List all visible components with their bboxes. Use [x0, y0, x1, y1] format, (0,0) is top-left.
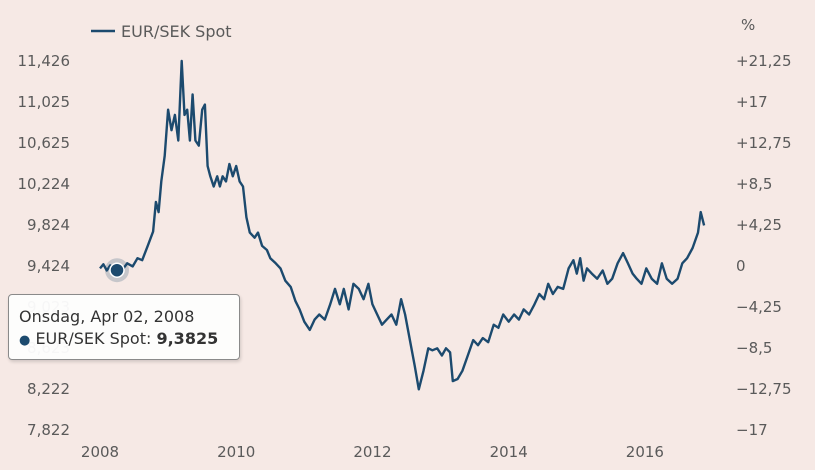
x-tick-label: 2010	[217, 443, 255, 461]
x-tick-label: 2012	[353, 443, 391, 461]
y-right-tick-label: 0	[736, 257, 746, 275]
y-right-tick-label: +12,75	[736, 134, 792, 152]
y-right-tick-label: +17	[736, 93, 768, 111]
y-left-tick-label: 7,822	[27, 421, 70, 439]
y-left-tick-label: 8,222	[27, 380, 70, 398]
x-tick-label: 2016	[626, 443, 664, 461]
y-right-tick-label: +4,25	[736, 216, 782, 234]
hover-marker[interactable]	[109, 262, 125, 278]
y-right-tick-label: −12,75	[736, 380, 792, 398]
y-left-tick-label: 9,424	[27, 257, 70, 275]
y-left-tick-label: 10,224	[18, 175, 71, 193]
y-right-tick-label: +8,5	[736, 175, 772, 193]
y-right-tick-label: +21,25	[736, 52, 792, 70]
legend-label: EUR/SEK Spot	[121, 22, 232, 41]
y-right-tick-label: −8,5	[736, 339, 772, 357]
legend[interactable]: EUR/SEK Spot	[91, 22, 232, 41]
y-right-tick-label: −17	[736, 421, 768, 439]
y-right-tick-label: −4,25	[736, 298, 782, 316]
tooltip-series-label: EUR/SEK Spot:	[35, 329, 152, 348]
y-right-axis: −17 −12,75 −8,5 −4,25 0 +4,25 +8,5 +12,75 +17 +21…	[736, 52, 792, 439]
x-axis: 2008 2010 2012 2014 2016	[81, 443, 664, 461]
y-left-axis: 7,8228,2228,6239,0239,4249,82410,22410,6…	[18, 52, 71, 439]
tooltip-value-row: ● EUR/SEK Spot: 9,3825	[19, 328, 239, 352]
series-line-eursek	[99, 59, 706, 391]
tooltip-date: Onsdag, Apr 02, 2008	[19, 307, 195, 326]
tooltip-value: 9,3825	[156, 329, 219, 348]
tooltip: Onsdag, Apr 02, 2008 ● EUR/SEK Spot: 9,3…	[8, 294, 240, 360]
y-left-tick-label: 11,025	[18, 93, 71, 111]
right-axis-unit: %	[741, 16, 755, 34]
y-left-tick-label: 10,625	[18, 134, 71, 152]
x-tick-label: 2008	[81, 443, 119, 461]
y-left-tick-label: 9,824	[27, 216, 70, 234]
y-left-tick-label: 11,426	[18, 52, 71, 70]
tooltip-series-bullet: ●	[19, 333, 31, 348]
x-tick-label: 2014	[490, 443, 528, 461]
